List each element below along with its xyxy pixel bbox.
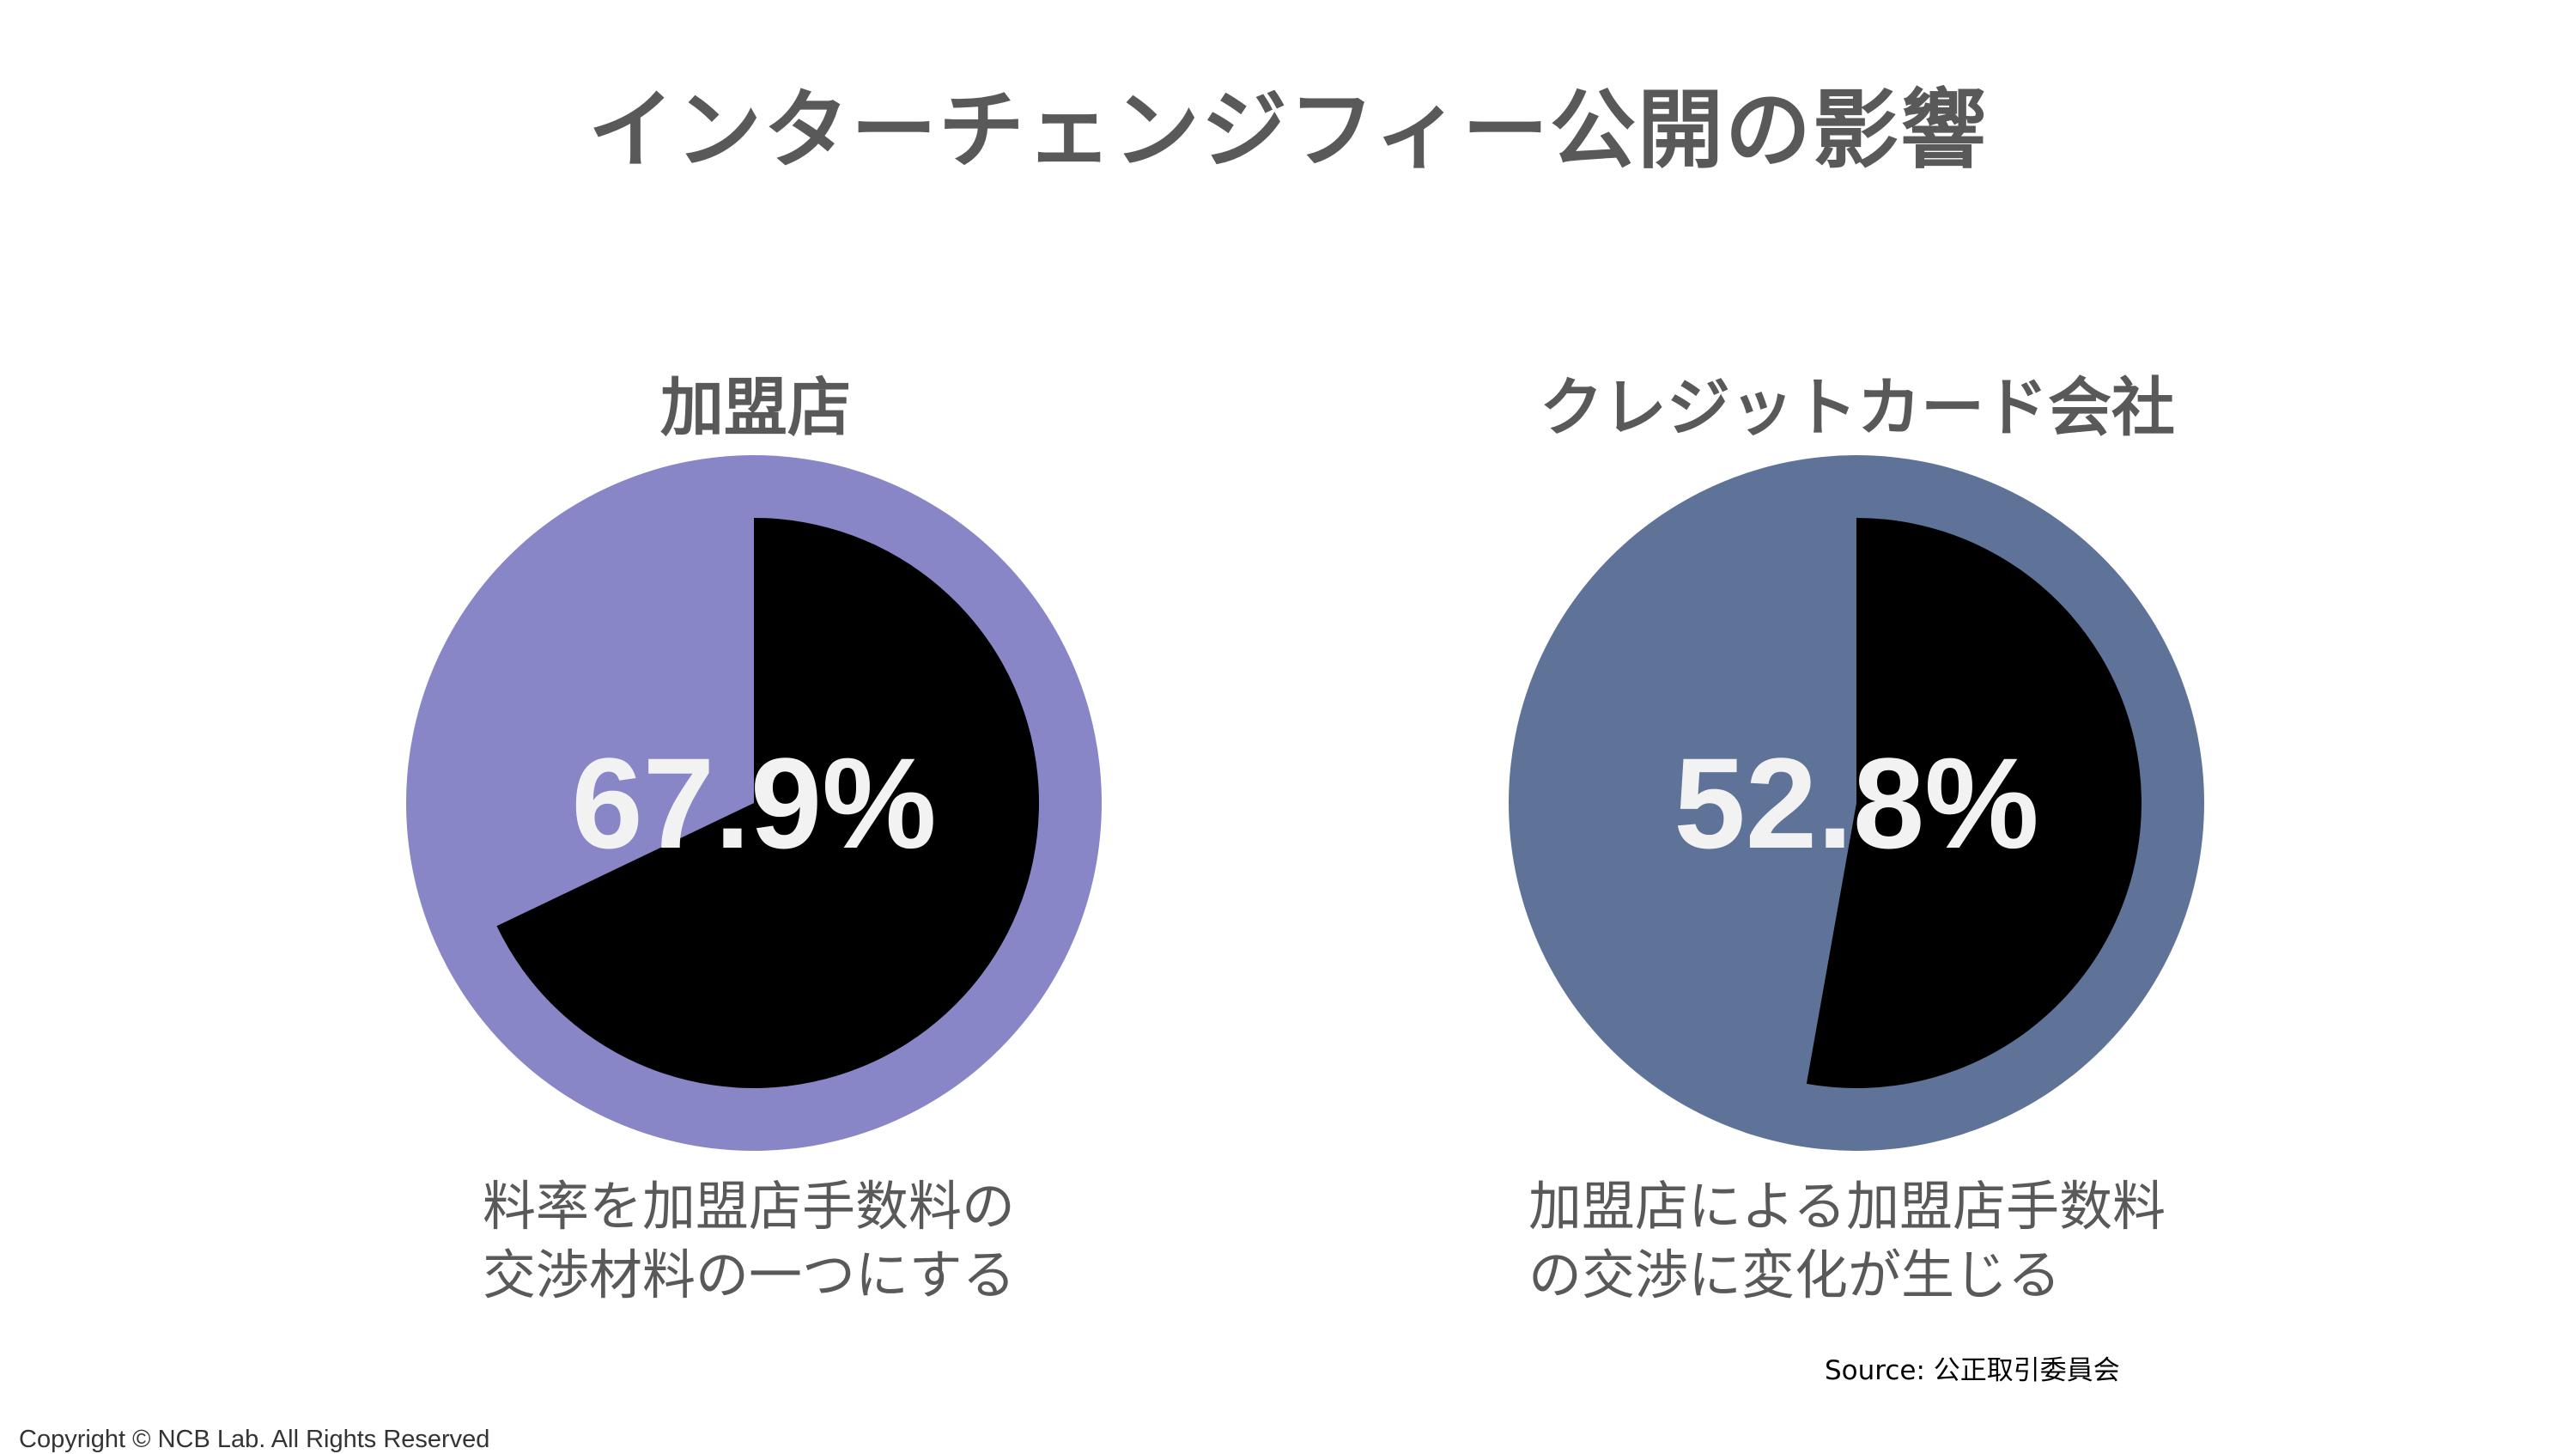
caption-line: 交渉材料の一つにする	[483, 1244, 1016, 1306]
chart-title-card-companies: クレジットカード会社	[1540, 371, 2175, 445]
caption-merchants: 料率を加盟店手数料の 交渉材料の一つにする	[483, 1172, 1016, 1310]
chart-title-merchants: 加盟店	[660, 371, 851, 445]
pie-slice-merchants	[496, 518, 1039, 1088]
caption-line: 加盟店による加盟店手数料	[1528, 1175, 2166, 1238]
copyright: Copyright © NCB Lab. All Rights Reserved	[19, 1426, 490, 1453]
caption-card-companies: 加盟店による加盟店手数料 の交渉に変化が生じる	[1528, 1172, 2166, 1310]
caption-line: 料率を加盟店手数料の	[483, 1175, 1016, 1238]
page-title: インターチェンジフィー公開の影響	[588, 80, 1988, 180]
pie-label-card-companies: 52.8%	[1674, 731, 2038, 875]
pie-label-merchants: 67.9%	[571, 731, 936, 875]
pie-slice-card-companies	[1806, 518, 2142, 1088]
caption-line: の交渉に変化が生じる	[1528, 1244, 2062, 1306]
source-note: Source: 公正取引委員会	[1825, 1355, 2120, 1386]
